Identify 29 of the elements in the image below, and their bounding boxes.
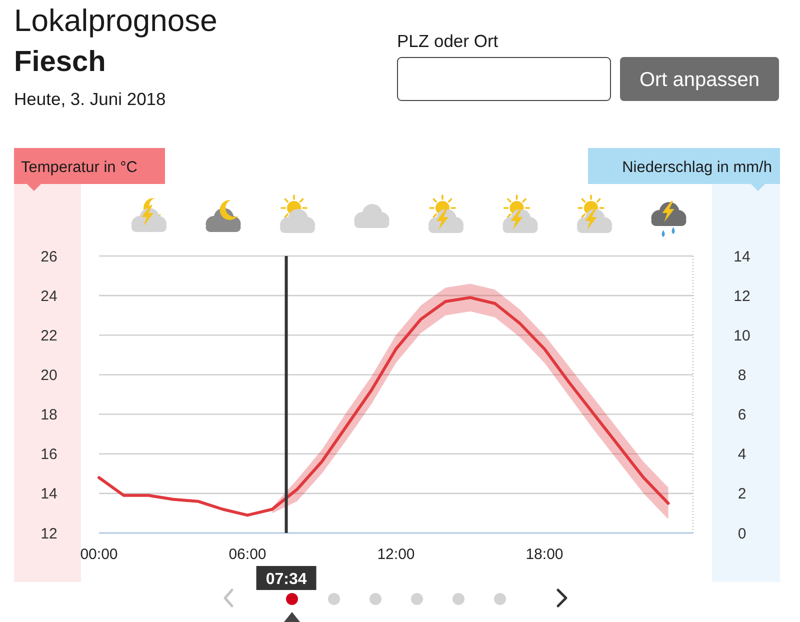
y-tick-label: 24 bbox=[40, 288, 58, 305]
x-tick-label: 18:00 bbox=[526, 546, 564, 563]
text: Heute, 3. Juni 2018 bbox=[14, 89, 166, 109]
text: PLZ oder Ort bbox=[397, 31, 498, 51]
y2-tick-label: 14 bbox=[734, 248, 750, 266]
text: Ort anpassen bbox=[639, 69, 760, 91]
y2-tick-label: 8 bbox=[738, 366, 746, 384]
x-tick-label: 12:00 bbox=[377, 546, 415, 563]
y2-axis-title: Niederschlag in mm/h bbox=[622, 159, 772, 176]
ref-line-label: 07:34 bbox=[266, 571, 307, 588]
chart-subtitle: Fiesch bbox=[14, 46, 106, 78]
y2-tick-label: 12 bbox=[734, 288, 750, 305]
x-tick-label: 00:00 bbox=[80, 546, 118, 563]
y2-tick-label: 2 bbox=[738, 486, 746, 503]
chart-title: Lokalprognose bbox=[14, 3, 218, 38]
y2-tick-label: 10 bbox=[734, 327, 750, 344]
line-series bbox=[98, 296, 670, 517]
y-tick-label: 20 bbox=[40, 366, 58, 384]
x-tick-label: 06:00 bbox=[228, 546, 266, 563]
y-tick-label: 22 bbox=[40, 327, 58, 344]
y-axis-title: Temperatur in °C bbox=[21, 159, 138, 176]
y-tick-label: 26 bbox=[40, 248, 58, 266]
y2-tick-label: 4 bbox=[738, 446, 746, 464]
y2-tick-label: 0 bbox=[738, 525, 746, 542]
y-tick-label: 18 bbox=[40, 406, 58, 424]
y-tick-label: 14 bbox=[40, 486, 58, 503]
y2-tick-label: 6 bbox=[738, 406, 746, 424]
y-tick-label: 12 bbox=[40, 525, 58, 542]
y-tick-label: 16 bbox=[40, 446, 58, 464]
